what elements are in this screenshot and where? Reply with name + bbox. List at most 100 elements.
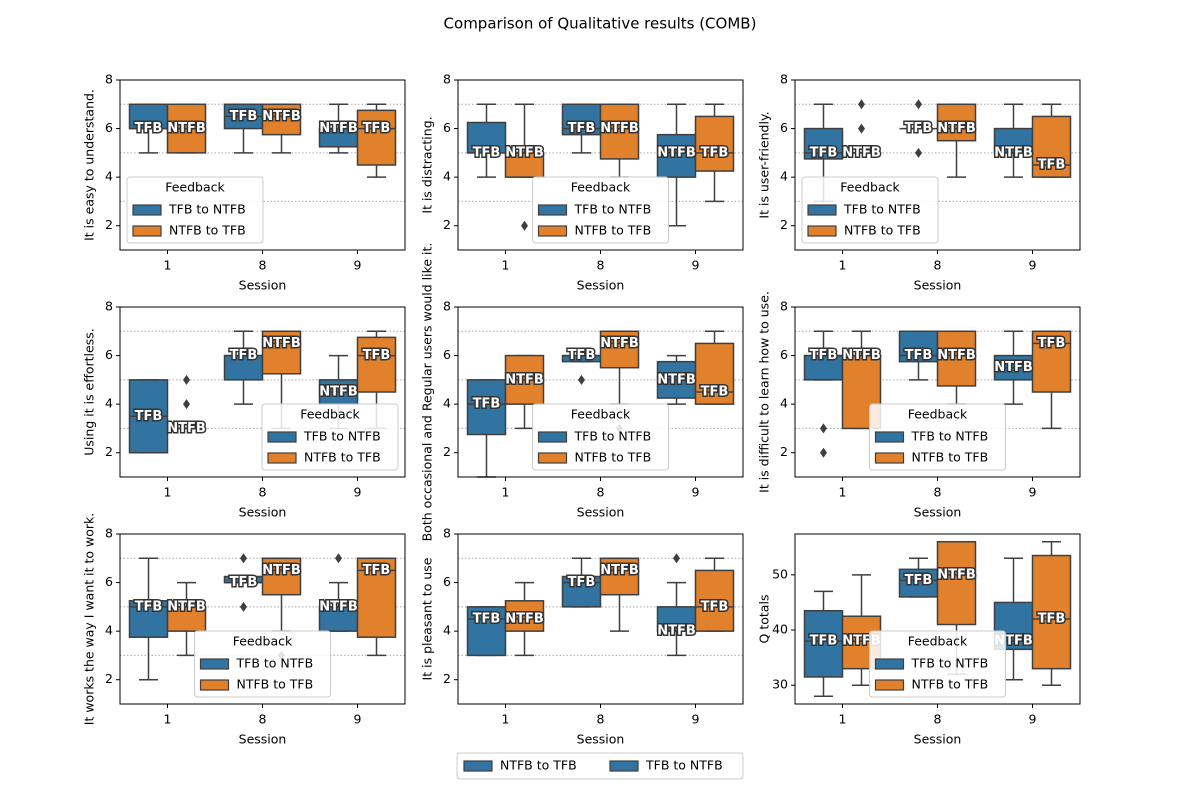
y-axis-label: Using it is effortless.	[82, 328, 97, 455]
y-tick-label: 2	[780, 217, 788, 232]
x-tick-label: 9	[692, 258, 700, 273]
y-tick-label: 2	[443, 671, 451, 686]
outlier	[335, 553, 342, 564]
box	[356, 336, 397, 393]
x-tick-label: 8	[597, 258, 605, 273]
y-tick-label: 2	[105, 444, 113, 459]
axes-frame	[794, 533, 1081, 705]
box-label: TFB	[568, 121, 596, 136]
legend-title: Feedback	[571, 180, 631, 195]
x-tick-label: 9	[1029, 712, 1037, 727]
y-tick-label: 4	[780, 169, 788, 184]
outlier	[820, 423, 827, 434]
legend-label: NTFB to TFB	[237, 677, 314, 692]
x-axis-label: Session	[577, 278, 625, 293]
box-label: TFB	[905, 573, 933, 588]
x-axis-label: Session	[239, 278, 287, 293]
box-label: TFB	[568, 348, 596, 363]
x-tick-label: 8	[934, 712, 942, 727]
legend-label: TFB to NTFB	[574, 202, 652, 217]
box	[261, 557, 302, 596]
outlier	[521, 220, 528, 231]
x-axis-label: Session	[239, 732, 287, 747]
box	[466, 121, 507, 154]
outlier	[915, 99, 922, 110]
legend-swatch	[537, 452, 568, 464]
box-label: NTFB	[262, 563, 301, 578]
outlier	[183, 374, 190, 385]
y-axis-label: It is difficult to learn how to use.	[757, 291, 772, 493]
box	[504, 152, 545, 178]
box-label: NTFB	[600, 336, 639, 351]
legend-title: Feedback	[300, 407, 360, 422]
legend-title: Feedback	[908, 407, 968, 422]
x-tick-label: 8	[259, 712, 267, 727]
box	[599, 330, 640, 369]
y-tick-label: 8	[780, 72, 788, 87]
legend-swatch	[132, 204, 162, 216]
box-label: TFB	[473, 612, 501, 627]
axes-frame	[794, 79, 1081, 251]
box	[936, 330, 977, 387]
x-tick-label: 1	[839, 712, 847, 727]
box-label: TFB	[1038, 336, 1066, 351]
box-label: NTFB	[167, 599, 206, 614]
box-label: TFB	[905, 121, 933, 136]
y-tick-label: 2	[105, 217, 113, 232]
box-label: NTFB	[657, 624, 696, 639]
legend-swatch	[874, 658, 905, 670]
legend-swatch	[463, 760, 493, 772]
y-tick-label: 2	[780, 444, 788, 459]
box-label: NTFB	[994, 145, 1033, 160]
box-label: TFB	[810, 634, 838, 649]
legend-label: TFB to NTFB	[168, 202, 246, 217]
box	[356, 109, 397, 166]
y-tick-label: 2	[443, 217, 451, 232]
legend-label: NTFB to TFB	[575, 450, 652, 465]
y-tick-label: 6	[780, 347, 788, 362]
axes-frame	[119, 306, 406, 478]
x-tick-label: 9	[354, 712, 362, 727]
box	[694, 115, 735, 172]
legend-label: TFB to NTFB	[236, 656, 314, 671]
x-tick-label: 1	[839, 258, 847, 273]
box-label: NTFB	[262, 336, 301, 351]
x-tick-label: 8	[597, 712, 605, 727]
box-label: NTFB	[842, 145, 881, 160]
legend-title: Feedback	[571, 407, 631, 422]
x-tick-label: 8	[259, 485, 267, 500]
outlier	[183, 399, 190, 410]
legend-swatch	[874, 452, 905, 464]
box	[1031, 330, 1072, 393]
figure-title: Comparison of Qualitative results (COMB)	[444, 15, 757, 33]
y-tick-label: 6	[443, 347, 451, 362]
box-label: NTFB	[937, 121, 976, 136]
legend-swatch	[537, 431, 568, 443]
box	[504, 600, 545, 632]
outlier	[240, 553, 247, 564]
y-tick-label: 8	[105, 299, 113, 314]
y-tick-label: 4	[105, 623, 113, 638]
box	[898, 330, 939, 363]
box-label: NTFB	[937, 567, 976, 582]
legend-label: NTFB to TFB	[304, 450, 381, 465]
legend-label: TFB to NTFB	[645, 758, 723, 773]
legend-swatch	[874, 431, 905, 443]
legend-label: TFB to NTFB	[911, 429, 989, 444]
box-label: TFB	[1038, 158, 1066, 173]
y-tick-label: 4	[443, 169, 451, 184]
y-axis-label: It is distracting.	[420, 116, 435, 213]
box	[599, 103, 640, 160]
outlier	[858, 99, 865, 110]
axes-frame	[457, 79, 744, 251]
x-tick-label: 8	[259, 258, 267, 273]
y-tick-label: 6	[780, 120, 788, 135]
y-tick-label: 50	[772, 566, 788, 581]
box	[936, 103, 977, 142]
x-axis-label: Session	[577, 505, 625, 520]
box	[261, 330, 302, 375]
y-tick-label: 6	[105, 574, 113, 589]
box-label: TFB	[363, 563, 391, 578]
box	[166, 606, 207, 632]
legend-label: NTFB to TFB	[912, 677, 989, 692]
